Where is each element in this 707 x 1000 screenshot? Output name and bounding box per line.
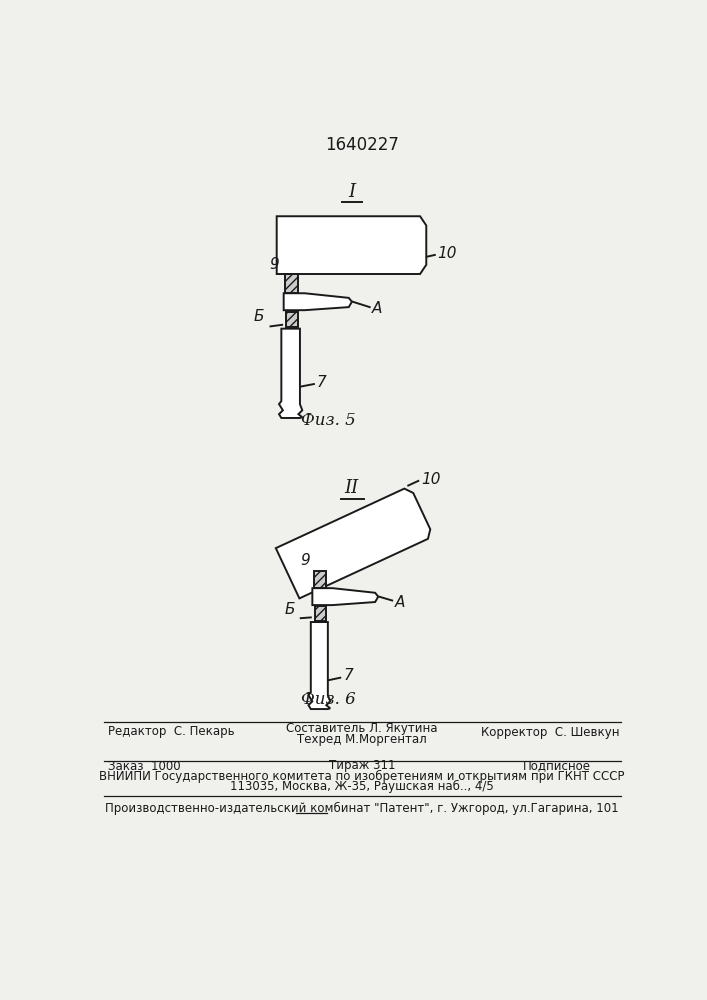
Bar [315,606,325,620]
Text: I: I [349,183,356,201]
Text: 10: 10 [437,246,457,261]
Polygon shape [276,216,426,274]
Text: Подписное: Подписное [522,759,590,772]
Text: Физ. 6: Физ. 6 [301,691,356,708]
Polygon shape [284,293,352,310]
Text: A: A [372,301,382,316]
Text: 1640227: 1640227 [325,136,399,154]
Text: 113035, Москва, Ж-35, Раушская наб.., 4/5: 113035, Москва, Ж-35, Раушская наб.., 4/… [230,780,493,793]
Text: 7: 7 [344,668,353,683]
Text: II: II [345,479,359,497]
Bar [286,312,298,327]
Text: Составитель Л. Якутина: Составитель Л. Якутина [286,722,438,735]
Text: Заказ  1000: Заказ 1000 [107,760,180,773]
Text: Б: Б [254,309,264,324]
Text: 7: 7 [317,375,327,390]
Text: A: A [395,595,405,610]
Polygon shape [308,622,330,709]
Text: Физ. 5: Физ. 5 [301,412,356,429]
Polygon shape [276,489,431,598]
Text: 9: 9 [269,257,279,272]
Text: 10: 10 [421,472,441,487]
Text: Производственно-издательский комбинат "Патент", г. Ужгород, ул.Гагарина, 101: Производственно-издательский комбинат "П… [105,802,619,815]
Text: Тираж 311: Тираж 311 [329,759,395,772]
Text: Б: Б [285,602,296,617]
Polygon shape [312,588,378,605]
Text: ВНИИПИ Государственного комитета по изобретениям и открытиям при ГКНТ СССР: ВНИИПИ Государственного комитета по изоб… [99,769,625,783]
Text: Техред М.Моргентал: Техред М.Моргентал [297,733,427,746]
Bar [285,274,298,293]
Polygon shape [279,329,303,418]
Text: 9: 9 [300,553,310,568]
Bar [314,571,327,588]
Text: Редактор  С. Пекарь: Редактор С. Пекарь [107,725,235,738]
Text: Корректор  С. Шевкун: Корректор С. Шевкун [481,726,619,739]
